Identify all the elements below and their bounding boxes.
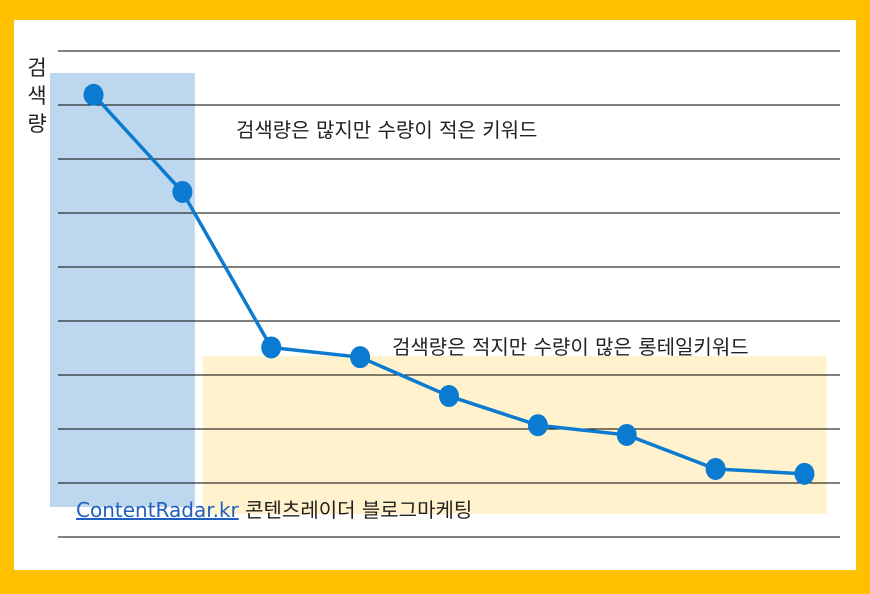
- chart-canvas: 검색량 검색량은 많지만 수량이 적은 키워드 검색량은 적지만 수량이 많은 …: [14, 20, 856, 570]
- footer-link[interactable]: ContentRadar.kr: [76, 498, 239, 522]
- footer-text: 콘텐츠레이더 블로그마케팅: [238, 498, 473, 522]
- data-point: [261, 336, 282, 359]
- line-chart: [50, 50, 840, 538]
- data-point: [616, 423, 637, 446]
- data-point: [439, 385, 459, 408]
- data-point: [83, 83, 104, 106]
- data-point: [527, 414, 548, 437]
- data-point: [794, 462, 815, 485]
- footer: ContentRadar.kr 콘텐츠레이더 블로그마케팅: [76, 494, 472, 523]
- data-point: [172, 180, 193, 203]
- data-point: [705, 457, 726, 480]
- head-region: [50, 73, 195, 507]
- y-axis-label: 검색량: [27, 56, 47, 136]
- tail-region-annotation: 검색량은 적지만 수량이 많은 롱테일키워드: [392, 335, 749, 359]
- head-region-annotation: 검색량은 많지만 수량이 적은 키워드: [236, 118, 538, 142]
- data-point: [350, 346, 371, 369]
- tail-region: [202, 356, 827, 514]
